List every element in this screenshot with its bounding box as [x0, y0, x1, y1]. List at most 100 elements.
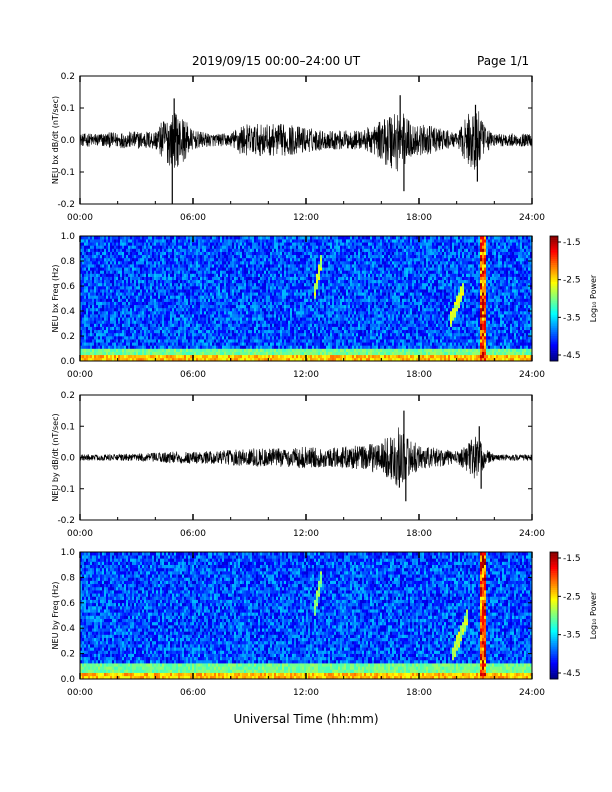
spectrogram-cell	[162, 329, 165, 334]
spectrogram-cell	[154, 295, 157, 299]
spectrogram-cell	[126, 264, 129, 268]
spectrogram-cell	[272, 236, 275, 240]
spectrogram-cell	[136, 267, 139, 271]
spectrogram-cell	[214, 286, 217, 290]
spectrogram-cell	[220, 301, 223, 306]
spectrogram-cell	[260, 292, 263, 296]
spectrogram-cell	[88, 239, 91, 243]
spectrogram-cell	[244, 264, 247, 268]
spectrogram-cell	[256, 357, 259, 362]
spectrogram-cell	[152, 298, 155, 302]
spectrogram-cell	[120, 236, 123, 240]
spectrogram-cell	[244, 317, 247, 321]
spectrogram-cell	[172, 248, 175, 252]
spectrogram-cell	[260, 267, 263, 271]
spectrogram-cell	[304, 236, 307, 240]
spectrogram-cell	[316, 345, 319, 349]
spectrogram-cell	[306, 276, 309, 281]
spectrogram-cell	[168, 301, 171, 306]
spectrogram-cell	[202, 345, 205, 349]
spectrogram-cell	[196, 286, 199, 290]
spectrogram-cell	[268, 289, 271, 293]
spectrogram-cell	[264, 354, 267, 359]
spectrogram-cell	[86, 273, 89, 277]
spectrogram-cell	[320, 282, 323, 287]
spectrogram-cell	[246, 236, 249, 240]
spectrogram-cell	[312, 317, 315, 321]
spectrogram-cell	[110, 339, 113, 343]
spectrogram-cell	[248, 326, 251, 331]
spectrogram-cell	[304, 326, 307, 331]
spectrogram-cell	[198, 314, 201, 318]
spectrogram-cell	[172, 311, 175, 315]
spectrogram-cell	[90, 257, 93, 262]
spectrogram-cell	[206, 251, 209, 256]
spectrogram-cell	[254, 239, 257, 243]
spectrogram-cell	[212, 342, 215, 346]
spectrogram-cell	[112, 326, 115, 331]
spectrogram-cell	[116, 267, 119, 271]
spectrogram-cell	[282, 254, 285, 259]
spectrogram-cell	[154, 282, 157, 287]
spectrogram-cell	[184, 320, 187, 324]
spectrogram-cell	[104, 292, 107, 296]
spectrogram-cell	[138, 248, 141, 252]
spectrogram-cell	[166, 357, 169, 362]
spectrogram-cell	[92, 236, 95, 240]
spectrogram-cell	[162, 304, 165, 309]
spectrogram-cell	[94, 298, 97, 302]
spectrogram-cell	[262, 354, 265, 359]
spectrogram-cell	[256, 239, 259, 243]
spectrogram-cell	[198, 248, 201, 252]
spectrogram-cell	[224, 248, 227, 252]
spectrogram-cell	[178, 298, 181, 302]
spectrogram-cell	[112, 264, 115, 268]
spectrogram-cell	[188, 336, 191, 340]
spectrogram-cell	[128, 251, 131, 256]
spectrogram-cell	[92, 329, 95, 334]
spectrogram-cell	[120, 301, 123, 306]
spectrogram-cell	[150, 267, 153, 271]
spectrogram-cell	[176, 270, 179, 274]
spectrogram-cell	[252, 298, 255, 302]
spectrogram-cell	[120, 248, 123, 252]
spectrogram-cell	[148, 257, 151, 262]
spectrogram-cell	[190, 273, 193, 277]
spectrogram-cell	[302, 354, 305, 359]
spectrogram-cell	[218, 245, 221, 249]
spectrogram-cell	[258, 357, 261, 362]
spectrogram-cell	[220, 239, 223, 243]
spectrogram-cell	[98, 248, 101, 252]
spectrogram-cell	[216, 248, 219, 252]
spectrogram-cell	[172, 314, 175, 318]
spectrogram-cell	[104, 279, 107, 284]
spectrogram-cell	[274, 292, 277, 296]
spectrogram-cell	[198, 348, 201, 352]
spectrogram-cell	[312, 320, 315, 324]
spectrogram-cell	[258, 351, 261, 356]
spectrogram-cell	[104, 357, 107, 362]
spectrogram-cell	[320, 295, 323, 299]
spectrogram-cell	[270, 242, 273, 246]
spectrogram-cell	[198, 336, 201, 340]
spectrogram-cell	[174, 239, 177, 243]
spectrogram-cell	[94, 279, 97, 284]
spectrogram-cell	[254, 320, 257, 324]
spectrogram-cell	[258, 257, 261, 262]
spectrogram-cell	[290, 276, 293, 281]
spectrogram-cell	[262, 320, 265, 324]
spectrogram-cell	[170, 311, 173, 315]
spectrogram-cell	[248, 332, 251, 337]
spectrogram-cell	[276, 289, 279, 293]
spectrogram-cell	[326, 307, 329, 312]
spectrogram-cell	[196, 326, 199, 331]
spectrogram-cell	[252, 307, 255, 312]
spectrogram-cell	[270, 301, 273, 306]
spectrogram-cell	[300, 336, 303, 340]
spectrogram-cell	[214, 282, 217, 287]
spectrogram-cell	[282, 251, 285, 256]
spectrogram-cell	[218, 279, 221, 284]
spectrogram-cell	[218, 311, 221, 315]
spectrogram-cell	[104, 282, 107, 287]
spectrogram-cell	[200, 251, 203, 256]
